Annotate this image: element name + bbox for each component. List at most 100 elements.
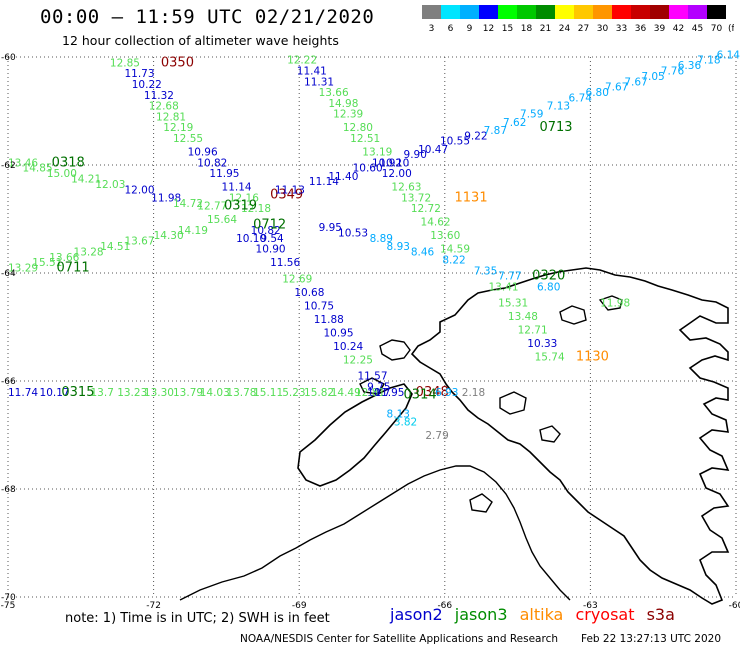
wave-height-label: 11.74 bbox=[8, 387, 38, 399]
wave-height-label: 12.81 bbox=[156, 111, 186, 123]
wave-height-label: 13.72 bbox=[401, 192, 431, 204]
wave-height-label: 10.95 bbox=[323, 327, 353, 339]
wave-height-label: 9.95 bbox=[319, 222, 342, 234]
wave-height-label: 12.25 bbox=[343, 354, 373, 366]
wave-height-label: 7.67 bbox=[624, 76, 647, 88]
scale-label: 18 bbox=[521, 24, 533, 34]
lat-tick-label: -70 bbox=[1, 593, 16, 603]
wave-height-label: 13.78 bbox=[226, 387, 256, 399]
wave-height-label: 6.74 bbox=[569, 93, 593, 105]
island-cluster-5 bbox=[539, 425, 561, 443]
scale-swatch bbox=[593, 5, 612, 19]
scale-swatch bbox=[517, 5, 536, 19]
wave-height-label: 12.71 bbox=[518, 325, 548, 337]
wave-height-label: 12.80 bbox=[343, 122, 373, 134]
scale-label: 24 bbox=[559, 24, 571, 34]
wave-height-label: 10.24 bbox=[333, 341, 363, 353]
wave-height-label: 7.87 bbox=[484, 125, 507, 137]
wave-height-label: 11.98 bbox=[151, 192, 181, 204]
wave-height-label: 10.55 bbox=[440, 136, 470, 148]
island-cluster-6 bbox=[469, 493, 493, 513]
scale-label: 27 bbox=[578, 24, 589, 34]
wave-height-label: 14.72 bbox=[173, 198, 203, 210]
wave-height-label: 6.14 bbox=[717, 49, 740, 61]
wave-height-label: 10.33 bbox=[527, 338, 557, 350]
credit-line: NOAA/NESDIS Center for Satellite Applica… bbox=[240, 633, 558, 645]
scale-label: 21 bbox=[540, 24, 551, 34]
wave-height-label: 0349 bbox=[270, 188, 303, 203]
wave-height-label: 12.72 bbox=[411, 203, 441, 215]
scale-unit: (ft) bbox=[728, 24, 734, 34]
wave-height-label: 10.22 bbox=[132, 79, 162, 91]
wave-height-label: 12.85 bbox=[110, 57, 140, 69]
wave-height-label: 10.92 bbox=[372, 157, 402, 169]
wave-height-label: 0348 bbox=[416, 385, 449, 400]
scale-swatch bbox=[460, 5, 479, 19]
wave-height-label: 7.59 bbox=[520, 109, 543, 121]
scale-swatch bbox=[707, 5, 726, 19]
map-grid bbox=[7, 56, 737, 598]
wave-height-label: 12.16 bbox=[229, 192, 259, 204]
wave-height-label: 12.63 bbox=[391, 182, 421, 194]
wave-height-label: 9.22 bbox=[464, 130, 487, 142]
coastline bbox=[179, 267, 730, 605]
wave-height-label: 13.28 bbox=[74, 246, 104, 258]
lon-tick-label: -72 bbox=[146, 601, 161, 611]
legend-jason2: jason2 bbox=[390, 605, 443, 624]
wave-height-label: 0318 bbox=[52, 155, 85, 170]
scale-label: 70 bbox=[711, 24, 723, 34]
wave-height-label: 11.40 bbox=[328, 171, 358, 183]
wave-height-label: 10.47 bbox=[418, 144, 448, 156]
scale-label: 42 bbox=[673, 24, 684, 34]
scale-swatch bbox=[631, 5, 650, 19]
wave-height-label: 1131 bbox=[455, 190, 488, 205]
wave-height-label: 13.66 bbox=[319, 87, 349, 99]
page-subtitle: 12 hour collection of altimeter wave hei… bbox=[62, 33, 339, 48]
wave-height-label: 10.82 bbox=[251, 225, 281, 237]
wave-height-label: 13.79 bbox=[173, 387, 203, 399]
wave-height-label: 0314 bbox=[404, 388, 437, 403]
wave-height-label: 11.57 bbox=[357, 371, 387, 383]
wave-height-label: 10.75 bbox=[304, 300, 334, 312]
lat-tick-label: -64 bbox=[1, 269, 16, 279]
wave-height-label: 0713 bbox=[539, 120, 572, 135]
wave-height-label: 12.55 bbox=[173, 133, 203, 145]
wave-height-label: 11.56 bbox=[270, 257, 300, 269]
wave-height-label: 13.67 bbox=[124, 236, 154, 248]
wave-height-label: 15.64 bbox=[207, 214, 237, 226]
wave-height-label: 12.19 bbox=[163, 122, 193, 134]
wave-height-label: 7.35 bbox=[474, 265, 497, 277]
wave-height-label: 7.77 bbox=[498, 271, 521, 283]
wave-height-label: 15.74 bbox=[535, 352, 565, 364]
scale-label: 9 bbox=[467, 24, 473, 34]
wave-height-label: 9.75 bbox=[367, 381, 390, 393]
lat-tick-label: -60 bbox=[1, 53, 16, 63]
lat-tick-label: -68 bbox=[1, 485, 16, 495]
scale-swatch bbox=[555, 5, 574, 19]
wave-height-label: 14.49 bbox=[331, 387, 361, 399]
ice-shelf-coast bbox=[179, 465, 571, 601]
wave-height-label: 11.14 bbox=[309, 176, 339, 188]
wave-height-label: 5.23 bbox=[282, 387, 305, 399]
wave-height-label: 6.80 bbox=[586, 87, 609, 99]
wave-height-label: 7.67 bbox=[605, 82, 628, 94]
axis-tick-labels: -75 -72 -69 -66 -63 -60 -60 -62 -64 -66 -68 -70 bbox=[1, 53, 740, 611]
wave-height-label: 15.82 bbox=[304, 387, 334, 399]
track-labels: 035012.8511.7310.2211.3212.6812.8112.191… bbox=[8, 49, 740, 442]
scale-swatch bbox=[536, 5, 555, 19]
lon-tick-label: -75 bbox=[1, 601, 16, 611]
legend-cryosat: cryosat bbox=[575, 605, 635, 624]
wave-height-label: 14.85 bbox=[23, 163, 53, 175]
wave-height-label: 13.66 bbox=[49, 252, 79, 264]
wave-height-label: 7.13 bbox=[547, 101, 570, 113]
wave-height-label: 10.10 bbox=[236, 233, 266, 245]
wave-height-label: 14.62 bbox=[421, 217, 451, 229]
wave-height-label: 12.00 bbox=[124, 184, 154, 196]
wave-height-label: 6.80 bbox=[537, 282, 560, 294]
wave-height-label: 13.30 bbox=[144, 387, 174, 399]
page-title: 00:00 – 11:59 UTC 02/21/2020 bbox=[40, 6, 375, 28]
antarctic-peninsula bbox=[410, 267, 730, 605]
wave-height-label: 10.60 bbox=[353, 163, 383, 175]
wave-height-label: 12.22 bbox=[287, 55, 317, 67]
wave-height-label: 10.10 bbox=[379, 157, 409, 169]
